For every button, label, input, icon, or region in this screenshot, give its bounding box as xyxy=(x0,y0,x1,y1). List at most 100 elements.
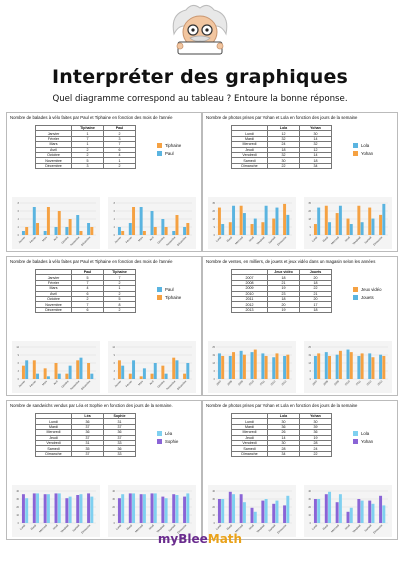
bar xyxy=(142,494,146,523)
bar xyxy=(360,222,364,235)
y-tick-label: 0 xyxy=(18,234,20,237)
bar xyxy=(313,499,317,523)
answer-chart[interactable]: Janvier Février Mars Avril Octobre Novembre Dé… xyxy=(12,341,100,393)
category-label: Samedi xyxy=(267,235,276,244)
category-label: Mercredi xyxy=(134,523,144,533)
bar xyxy=(335,354,339,379)
category-label: 2012 xyxy=(270,379,277,386)
y-tick-label: 0 xyxy=(214,234,216,237)
bar xyxy=(90,227,94,235)
legend-item: Jouets xyxy=(353,295,382,300)
bar xyxy=(57,373,61,379)
exercise-panel: Nombre de sandwichs vendus par Léa et So… xyxy=(6,400,202,540)
y-tick-label: 0 xyxy=(310,378,312,381)
bar-chart: Janvier Février Mars Avril Octobre Novembre Dé… xyxy=(16,346,96,391)
legend-item: Jeux vidéo xyxy=(353,287,382,292)
bar xyxy=(183,496,187,523)
bar xyxy=(128,493,132,523)
bar xyxy=(217,207,221,235)
y-tick-label: 30 xyxy=(16,498,19,501)
page-instruction: Quel diagramme correspond au tableau ? E… xyxy=(52,94,348,104)
answer-chart[interactable]: Lundi Mardi Mercredi Jeudi Vendredi Samedi Dim… xyxy=(12,485,100,537)
legend-label: Paul xyxy=(165,287,174,292)
bar xyxy=(368,207,372,235)
y-tick-label: 0 xyxy=(114,234,116,237)
legend-item: Sophie xyxy=(157,439,178,444)
exercise-panel: Nombre de balades à vélo faites par Paul… xyxy=(6,256,202,396)
bar xyxy=(186,363,190,379)
y-tick-label: 0 xyxy=(214,378,216,381)
table-row: Samedi 28 24 xyxy=(231,445,332,452)
answer-chart[interactable]: Lundi Mardi Mercredi Jeudi Vendredi Samedi Dim… xyxy=(304,197,392,249)
y-tick-label: 0 xyxy=(114,378,116,381)
bar xyxy=(272,357,276,379)
table-cell: 19 xyxy=(267,306,300,314)
bar xyxy=(25,360,29,379)
category-label: Vendredi xyxy=(59,523,69,533)
category-label: Avril xyxy=(52,235,59,242)
bar xyxy=(324,205,328,235)
bar xyxy=(139,207,143,235)
bar xyxy=(87,363,91,379)
bar xyxy=(242,354,246,379)
bar xyxy=(132,360,136,379)
bar xyxy=(286,214,290,235)
exercise-panel: Nombre de photos prises par Yohan et Lol… xyxy=(202,112,398,252)
answer-chart[interactable]: Janvier Février Mars Avril Octobre Novembre Dé… xyxy=(108,197,196,249)
bar xyxy=(164,227,168,235)
answer-chart[interactable]: 2007 2008 2009 2010 2011 2012 2013 0 6 13 19 25 xyxy=(304,341,392,393)
bar xyxy=(228,491,232,523)
table-cell: Dimanche xyxy=(231,450,268,458)
bar xyxy=(87,223,91,235)
table-row: 2012 20 17 xyxy=(231,301,332,308)
bar xyxy=(25,227,29,235)
answer-chart[interactable]: Lundi Mardi Mercredi Jeudi Vendredi Samedi Dim… xyxy=(208,485,296,537)
legend-label: Paul xyxy=(165,151,174,156)
category-label: Vendredi xyxy=(351,523,361,533)
bar xyxy=(357,355,361,379)
table-row: Samedi 30 18 xyxy=(231,157,332,164)
bar-chart: Janvier Février Mars Avril Octobre Novembre Dé… xyxy=(113,202,192,247)
answer-chart[interactable]: Lundi Mardi Mercredi Jeudi Vendredi Samedi Dim… xyxy=(108,485,196,537)
category-label: Jeudi xyxy=(343,235,351,243)
y-tick-label: 6 xyxy=(114,362,116,365)
bar xyxy=(328,355,332,379)
answer-chart[interactable]: Lundi Mardi Mercredi Jeudi Vendredi Samedi Dim… xyxy=(208,197,296,249)
chart-legend: Jeux vidéo Jouets xyxy=(353,287,382,303)
y-tick-label: 8 xyxy=(18,202,20,205)
bar xyxy=(250,507,254,523)
y-tick-label: 8 xyxy=(114,202,116,205)
bar xyxy=(328,491,332,523)
category-label: Dimanche xyxy=(276,235,287,246)
bar xyxy=(324,352,328,379)
bar xyxy=(172,231,176,235)
answer-chart[interactable]: 2007 2008 2009 2010 2011 2012 2013 0 6 13 19 25 xyxy=(208,341,296,393)
bar xyxy=(317,353,321,379)
brand-logo-part2: Math xyxy=(207,532,243,546)
bar xyxy=(65,227,69,235)
answer-chart[interactable]: Janvier Février Mars Avril Octobre Novembre Dé… xyxy=(12,197,100,249)
bar xyxy=(232,494,236,523)
bar xyxy=(139,494,143,523)
bar xyxy=(357,499,361,523)
legend-swatch xyxy=(157,439,162,444)
bar xyxy=(90,496,94,523)
answer-chart[interactable]: Lundi Mardi Mercredi Jeudi Vendredi Samedi Dim… xyxy=(304,485,392,537)
bar xyxy=(286,354,290,379)
category-label: 2009 xyxy=(237,379,244,386)
y-tick-label: 2 xyxy=(18,226,20,229)
category-label: Mardi xyxy=(30,523,38,531)
bar xyxy=(338,205,342,235)
y-tick-label: 30 xyxy=(308,498,311,501)
answer-chart[interactable]: Janvier Février Mars Avril Octobre Novembre Dé… xyxy=(108,341,196,393)
table-row: Dimanche 37 33 xyxy=(35,450,136,458)
table-cell: 34 xyxy=(299,162,332,170)
bar xyxy=(46,376,50,379)
category-label: Janvier xyxy=(17,379,26,388)
bar xyxy=(379,214,383,235)
bar xyxy=(346,218,350,235)
table-row: Lundi 36 31 xyxy=(35,418,136,425)
table-row: Mercredi 26 36 xyxy=(231,429,332,436)
chart-legend: Paul Tiphaine xyxy=(157,287,181,303)
bar xyxy=(232,352,236,379)
